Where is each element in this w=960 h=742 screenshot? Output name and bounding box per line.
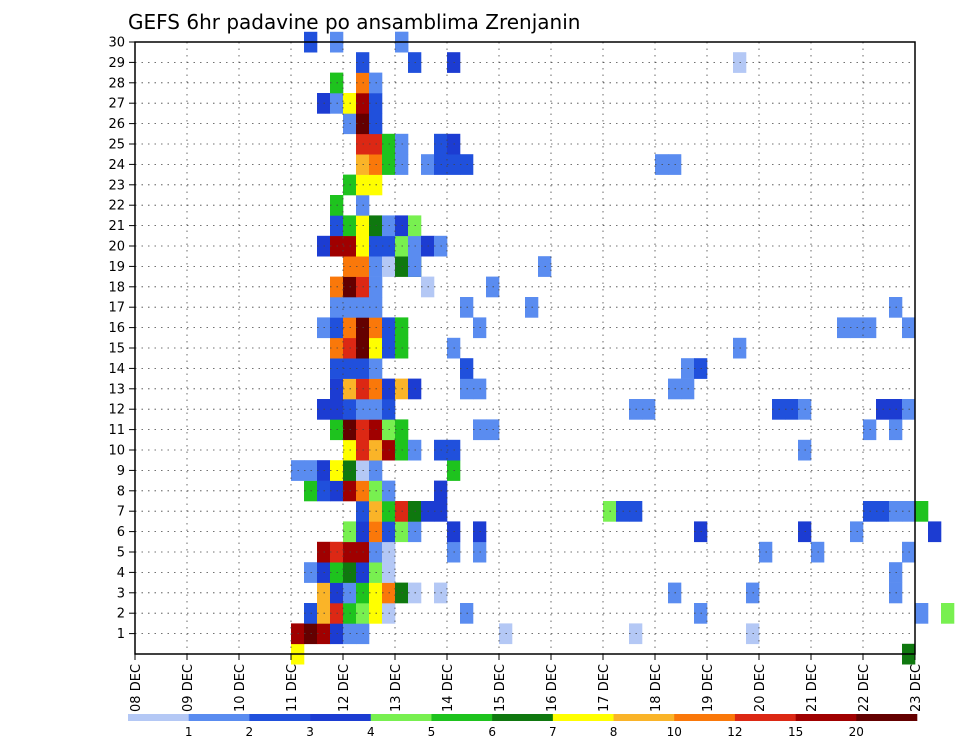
colorbar-swatch bbox=[188, 714, 250, 721]
x-tick-label: 09 DEC bbox=[181, 664, 196, 712]
y-tick-label: 16 bbox=[108, 321, 125, 336]
y-tick-label: 10 bbox=[108, 444, 125, 459]
colorbar-label: 1 bbox=[185, 725, 193, 739]
y-tick-label: 4 bbox=[117, 566, 125, 581]
y-tick-label: 1 bbox=[117, 627, 125, 642]
y-tick-label: 8 bbox=[117, 484, 125, 499]
colorbar-label: 7 bbox=[549, 725, 557, 739]
x-tick-label: 11 DEC bbox=[285, 664, 300, 712]
x-tick-label: 12 DEC bbox=[337, 664, 352, 712]
colorbar-swatch bbox=[370, 714, 432, 721]
colorbar-label: 6 bbox=[488, 725, 496, 739]
heatmap-cell bbox=[915, 501, 929, 522]
y-tick-label: 21 bbox=[108, 219, 125, 234]
heatmap-cell bbox=[928, 521, 942, 543]
colorbar-swatch bbox=[674, 714, 736, 721]
x-tick-label: 10 DEC bbox=[233, 664, 248, 712]
colorbar-swatch bbox=[310, 714, 372, 721]
colorbar-swatch bbox=[795, 714, 857, 721]
colorbar-swatch bbox=[492, 714, 554, 721]
y-tick-label: 5 bbox=[117, 546, 125, 561]
colorbar-swatch bbox=[734, 714, 796, 721]
x-tick-label: 14 DEC bbox=[441, 664, 456, 712]
heatmap-cells bbox=[291, 31, 955, 665]
colorbar: 1 2 3 4 5 6 7 8 10 12 15 20 bbox=[128, 714, 918, 739]
y-axis: 1234567891011121314151617181920212223242… bbox=[108, 36, 135, 642]
y-tick-label: 26 bbox=[108, 117, 125, 132]
y-tick-label: 27 bbox=[108, 97, 125, 112]
y-tick-label: 2 bbox=[117, 607, 125, 622]
y-tick-label: 9 bbox=[117, 464, 125, 479]
y-tick-label: 20 bbox=[108, 240, 125, 255]
colorbar-label: 3 bbox=[306, 725, 314, 739]
colorbar-swatch bbox=[249, 714, 311, 721]
y-tick-label: 28 bbox=[108, 76, 125, 91]
x-tick-label: 22 DEC bbox=[857, 664, 872, 712]
colorbar-label: 5 bbox=[428, 725, 436, 739]
x-tick-label: 20 DEC bbox=[753, 664, 768, 712]
y-tick-label: 14 bbox=[108, 362, 125, 377]
colorbar-label: 4 bbox=[367, 725, 375, 739]
colorbar-label: 12 bbox=[727, 725, 742, 739]
y-tick-label: 15 bbox=[108, 342, 125, 357]
x-tick-label: 19 DEC bbox=[701, 664, 716, 712]
colorbar-swatch bbox=[613, 714, 675, 721]
y-tick-label: 30 bbox=[108, 36, 125, 51]
y-tick-label: 12 bbox=[108, 403, 125, 418]
y-tick-label: 11 bbox=[108, 423, 125, 438]
x-tick-label: 15 DEC bbox=[493, 664, 508, 712]
y-tick-label: 7 bbox=[117, 505, 125, 520]
y-tick-label: 24 bbox=[108, 158, 125, 173]
colorbar-label: 15 bbox=[788, 725, 803, 739]
x-tick-label: 21 DEC bbox=[805, 664, 820, 712]
x-tick-label: 16 DEC bbox=[545, 664, 560, 712]
y-tick-label: 25 bbox=[108, 138, 125, 153]
colorbar-swatch bbox=[128, 714, 189, 721]
colorbar-swatch bbox=[856, 714, 918, 721]
x-tick-label: 23 DEC bbox=[909, 664, 924, 712]
colorbar-label: 10 bbox=[667, 725, 682, 739]
y-tick-label: 23 bbox=[108, 178, 125, 193]
y-tick-label: 29 bbox=[108, 56, 125, 71]
x-tick-label: 13 DEC bbox=[389, 664, 404, 712]
colorbar-swatch bbox=[552, 714, 614, 721]
colorbar-swatch bbox=[431, 714, 493, 721]
y-tick-label: 6 bbox=[117, 525, 125, 540]
y-tick-label: 19 bbox=[108, 260, 125, 275]
chart-title: GEFS 6hr padavine po ansamblima Zrenjani… bbox=[128, 10, 580, 34]
y-tick-label: 3 bbox=[117, 586, 125, 601]
heatmap-cell bbox=[915, 603, 929, 624]
colorbar-label: 8 bbox=[610, 725, 618, 739]
y-tick-label: 17 bbox=[108, 301, 125, 316]
y-tick-label: 13 bbox=[108, 382, 125, 397]
x-tick-label: 08 DEC bbox=[129, 664, 144, 712]
colorbar-label: 2 bbox=[246, 725, 254, 739]
heatmap-cell bbox=[941, 603, 955, 624]
x-tick-label: 18 DEC bbox=[649, 664, 664, 712]
x-axis: 08 DEC 09 DEC 10 DEC 11 DEC 12 DEC 13 DEC 14 D… bbox=[129, 654, 924, 712]
x-tick-label: 17 DEC bbox=[597, 664, 612, 712]
y-tick-label: 18 bbox=[108, 280, 125, 295]
grid-lines bbox=[135, 41, 915, 654]
colorbar-label: 20 bbox=[849, 725, 864, 739]
y-tick-label: 22 bbox=[108, 199, 125, 214]
